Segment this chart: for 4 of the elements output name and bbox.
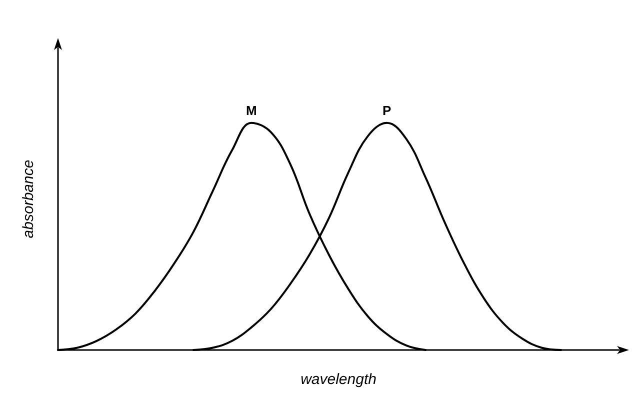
series-label: P [382, 102, 392, 118]
series-label: M [246, 102, 257, 118]
y-axis-title: absorbance [20, 160, 37, 238]
x-axis-title: wavelength [300, 371, 376, 388]
